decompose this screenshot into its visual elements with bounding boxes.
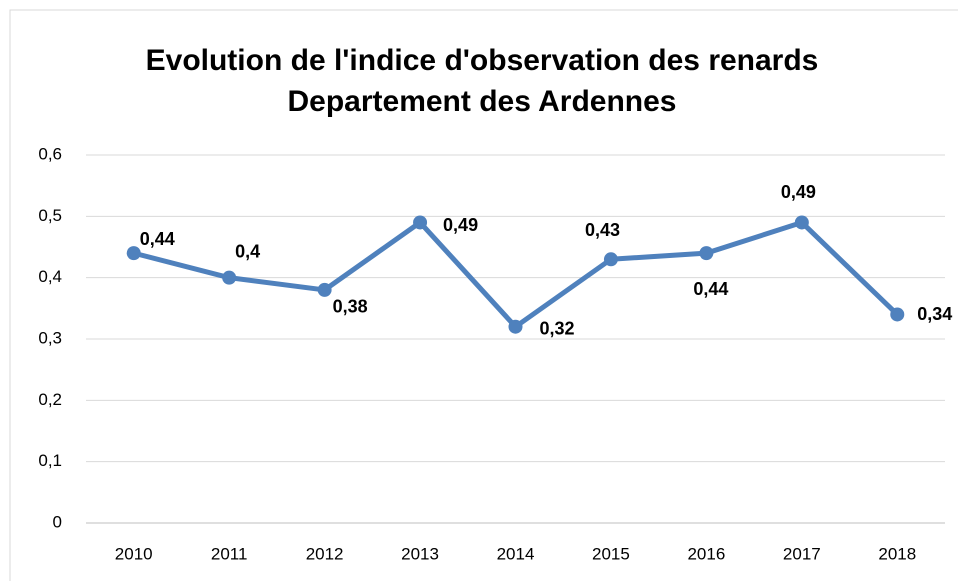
data-point [222, 270, 237, 285]
x-tick-label: 2016 [687, 544, 725, 563]
y-tick-label: 0,5 [38, 206, 62, 225]
x-tick-label: 2014 [497, 544, 535, 563]
data-point [126, 246, 141, 261]
x-tick-label: 2010 [115, 544, 153, 563]
x-tick-label: 2015 [592, 544, 630, 563]
data-label: 0,32 [540, 318, 575, 338]
data-point [699, 246, 714, 261]
y-tick-label: 0,4 [38, 267, 62, 286]
data-label: 0,4 [235, 241, 260, 261]
chart-title: Evolution de l'indice d'observation des … [146, 44, 819, 77]
x-tick-label: 2012 [306, 544, 344, 563]
data-point [794, 215, 809, 230]
x-tick-label: 2011 [211, 544, 248, 563]
data-label: 0,38 [333, 297, 368, 317]
data-label: 0,49 [443, 215, 478, 235]
x-tick-label: 2013 [401, 544, 439, 563]
data-label: 0,34 [917, 304, 952, 324]
data-point [508, 319, 523, 334]
chart-title: Departement des Ardennes [287, 85, 676, 118]
data-label: 0,44 [693, 279, 728, 299]
data-label: 0,44 [140, 229, 175, 249]
data-point [317, 282, 332, 297]
x-tick-label: 2017 [783, 544, 821, 563]
y-tick-label: 0,3 [38, 328, 62, 347]
y-tick-label: 0,2 [38, 390, 62, 409]
y-tick-label: 0,1 [38, 451, 62, 470]
y-tick-label: 0,6 [38, 144, 62, 163]
y-tick-label: 0 [53, 512, 62, 531]
data-point [413, 215, 428, 230]
data-point [890, 307, 905, 322]
data-label: 0,49 [781, 182, 816, 202]
x-tick-label: 2018 [878, 544, 916, 563]
data-point [603, 252, 618, 267]
data-label: 0,43 [585, 220, 620, 240]
